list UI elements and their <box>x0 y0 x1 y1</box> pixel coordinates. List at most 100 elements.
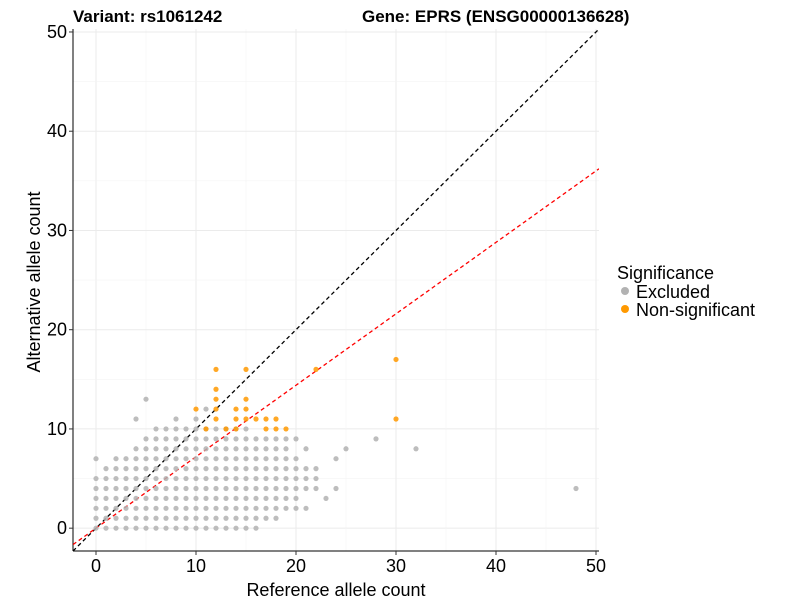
data-point <box>193 485 199 492</box>
data-point <box>193 446 199 452</box>
data-point <box>103 466 109 472</box>
reference-line-fitted <box>73 168 599 546</box>
data-point <box>313 485 319 492</box>
y-tick-label: 0 <box>57 518 67 538</box>
data-point <box>183 446 189 452</box>
data-point <box>253 515 259 521</box>
y-tick-label: 40 <box>47 121 67 141</box>
data-point <box>163 485 169 492</box>
data-point <box>223 436 229 442</box>
data-point <box>163 426 169 432</box>
data-point <box>233 446 239 452</box>
data-point <box>93 475 99 482</box>
data-point <box>153 495 159 502</box>
data-point <box>123 466 129 472</box>
data-point <box>213 406 219 412</box>
data-point <box>183 525 189 531</box>
data-point <box>273 456 279 462</box>
data-point <box>263 456 269 462</box>
data-point <box>93 525 99 531</box>
data-point <box>223 495 229 502</box>
data-point <box>183 515 189 521</box>
data-point <box>263 426 269 432</box>
data-point <box>193 416 199 422</box>
data-point <box>203 426 209 432</box>
data-point <box>153 475 159 482</box>
data-point <box>273 505 279 511</box>
data-point <box>123 456 129 462</box>
data-point <box>253 485 259 492</box>
series-excluded <box>93 396 579 531</box>
data-point <box>193 436 199 442</box>
data-point <box>343 446 349 452</box>
legend-label-excluded: Excluded <box>636 282 710 302</box>
y-tick-label: 20 <box>47 320 67 340</box>
data-point <box>173 446 179 452</box>
reference-line-identity <box>73 29 599 551</box>
x-tick-label: 0 <box>91 556 101 576</box>
data-point <box>183 495 189 502</box>
data-point <box>203 525 209 531</box>
data-point <box>263 436 269 442</box>
data-point <box>163 446 169 452</box>
data-point <box>293 505 299 511</box>
data-point <box>573 485 579 492</box>
data-point <box>173 475 179 482</box>
data-point <box>213 515 219 521</box>
data-point <box>123 515 129 521</box>
data-point <box>203 475 209 482</box>
data-point <box>213 446 219 452</box>
data-point <box>153 446 159 452</box>
data-point <box>243 366 249 372</box>
data-point <box>223 485 229 492</box>
chart-title-gene: Gene: EPRS (ENSG00000136628) <box>362 7 629 26</box>
data-point <box>133 416 139 422</box>
data-point <box>193 406 199 412</box>
data-point <box>153 515 159 521</box>
data-point <box>213 426 219 432</box>
data-point <box>253 456 259 462</box>
data-point <box>173 416 179 422</box>
data-point <box>273 436 279 442</box>
data-point <box>283 475 289 482</box>
data-point <box>143 466 149 472</box>
data-point <box>263 495 269 502</box>
data-point <box>213 456 219 462</box>
data-point <box>243 466 249 472</box>
data-point <box>413 446 419 452</box>
data-point <box>173 515 179 521</box>
data-point <box>103 515 109 521</box>
data-point <box>133 505 139 511</box>
data-point <box>183 456 189 462</box>
data-point <box>223 505 229 511</box>
reference-lines <box>73 29 599 551</box>
data-point <box>393 356 399 363</box>
data-point <box>313 466 319 472</box>
data-point <box>153 525 159 531</box>
data-point <box>113 495 119 502</box>
data-point <box>123 485 129 492</box>
data-point <box>213 475 219 482</box>
data-point <box>203 466 209 472</box>
x-axis-title: Reference allele count <box>246 580 425 600</box>
y-tick-label: 30 <box>47 220 67 240</box>
data-point <box>163 515 169 521</box>
data-point <box>303 446 309 452</box>
data-point <box>253 436 259 442</box>
data-point <box>113 505 119 511</box>
data-point <box>93 515 99 521</box>
data-point <box>373 436 379 442</box>
data-point <box>143 485 149 492</box>
data-point <box>243 495 249 502</box>
data-point <box>143 495 149 502</box>
data-point <box>173 456 179 462</box>
series-non-significant <box>193 356 399 432</box>
data-point <box>153 485 159 492</box>
y-tick-label: 10 <box>47 419 67 439</box>
legend-swatch-excluded <box>621 287 629 295</box>
data-point <box>163 456 169 462</box>
data-point <box>143 456 149 462</box>
legend: Significance Excluded Non-significant <box>617 263 755 320</box>
data-point <box>243 525 249 531</box>
data-point <box>153 426 159 432</box>
